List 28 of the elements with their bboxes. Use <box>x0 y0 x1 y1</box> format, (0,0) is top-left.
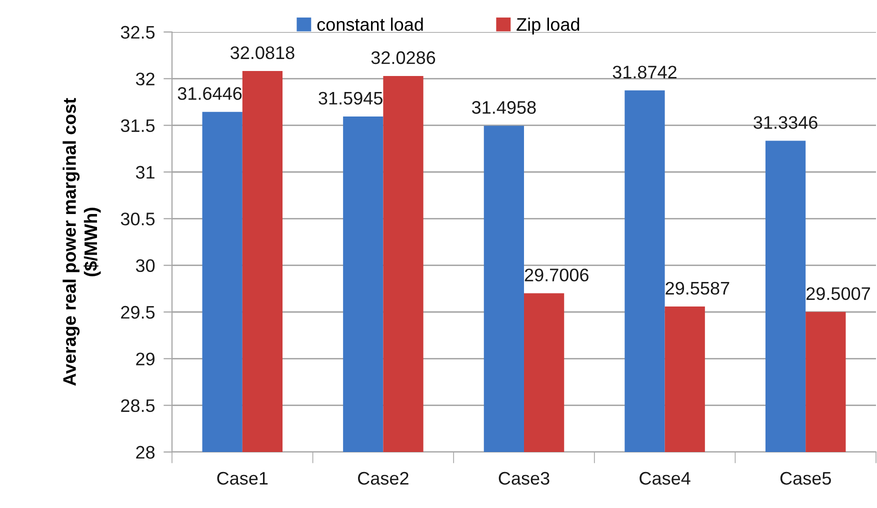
data-label: 31.3346 <box>754 116 818 129</box>
y-tick-label: 32.5 <box>120 26 155 39</box>
data-label: 32.0818 <box>230 46 294 60</box>
legend-label: constant load <box>317 18 423 31</box>
data-label: 31.5945 <box>318 92 382 105</box>
data-label: 31.4958 <box>472 101 536 114</box>
y-tick-label: 29 <box>136 352 154 366</box>
y-tick-label: 31 <box>136 166 154 179</box>
x-tick-label: Case3 <box>498 472 550 485</box>
y-tick-label: 29.5 <box>121 306 155 319</box>
y-tick-label: 30 <box>136 259 155 272</box>
data-label: 31.6446 <box>178 87 242 100</box>
y-tick-label: 30.5 <box>120 212 155 226</box>
y-axis-title: Average real power marginal cost ($/MWh) <box>62 98 101 386</box>
legend-label: Zip load <box>516 18 580 34</box>
x-tick-label: Case5 <box>780 472 831 485</box>
y-tick-label: 31.5 <box>120 119 155 132</box>
x-tick-label: Case2 <box>358 472 408 485</box>
y-tick-label: 28 <box>136 446 155 459</box>
data-label: 29.5587 <box>666 282 730 295</box>
y-tick-label: 32 <box>136 72 154 86</box>
data-label: 32.0286 <box>371 51 436 64</box>
data-label: 29.7006 <box>524 268 588 282</box>
data-label: 31.8742 <box>612 66 676 79</box>
x-tick-label: Case4 <box>640 472 690 485</box>
x-tick-label: Case1 <box>217 472 268 485</box>
data-label: 29.5007 <box>806 287 870 300</box>
y-tick-label: 28.5 <box>121 399 155 412</box>
